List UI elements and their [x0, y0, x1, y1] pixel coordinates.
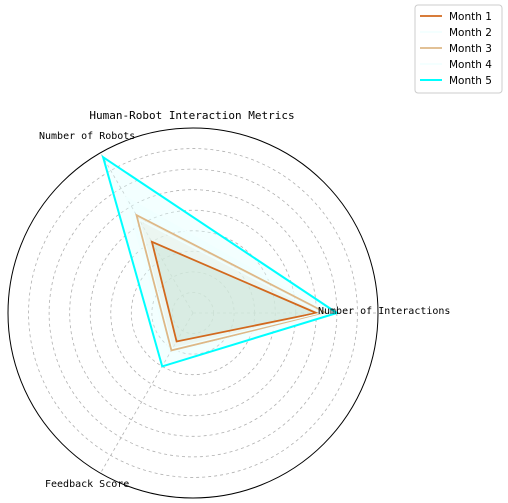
series-fill-3 [136, 215, 327, 351]
series-line-2 [137, 218, 324, 350]
legend-label: Month 2 [449, 27, 492, 39]
axis-label: Feedback Score [45, 479, 129, 490]
series-line-1 [150, 240, 320, 343]
legend-label: Month 4 [449, 59, 492, 71]
grid-spoke [100, 312, 194, 474]
polar-frame [7, 127, 379, 499]
grid-spoke [100, 152, 194, 314]
legend-label: Month 5 [449, 75, 492, 87]
series-line-5 [101, 154, 340, 368]
series-line-4 [124, 195, 331, 355]
chart-title: Human-Robot Interaction Metrics [89, 109, 294, 122]
legend: Month 1 Month 2 Month 3 Month 4 Month 5 [414, 4, 503, 94]
grid-ring [151, 271, 235, 355]
legend-label: Month 1 [449, 11, 492, 23]
grid-ring [110, 230, 276, 396]
axis-labels: Number of Interactions Number of Robots Fe… [39, 131, 450, 490]
series-line-3 [135, 213, 330, 352]
legend-label: Month 3 [449, 43, 492, 55]
axis-label: Number of Interactions [318, 306, 450, 317]
axis-label: Number of Robots [39, 131, 135, 142]
series-fill-1 [151, 241, 317, 342]
series-fill-2 [139, 219, 322, 349]
legend-box [414, 4, 503, 94]
series-polygons [101, 154, 340, 368]
